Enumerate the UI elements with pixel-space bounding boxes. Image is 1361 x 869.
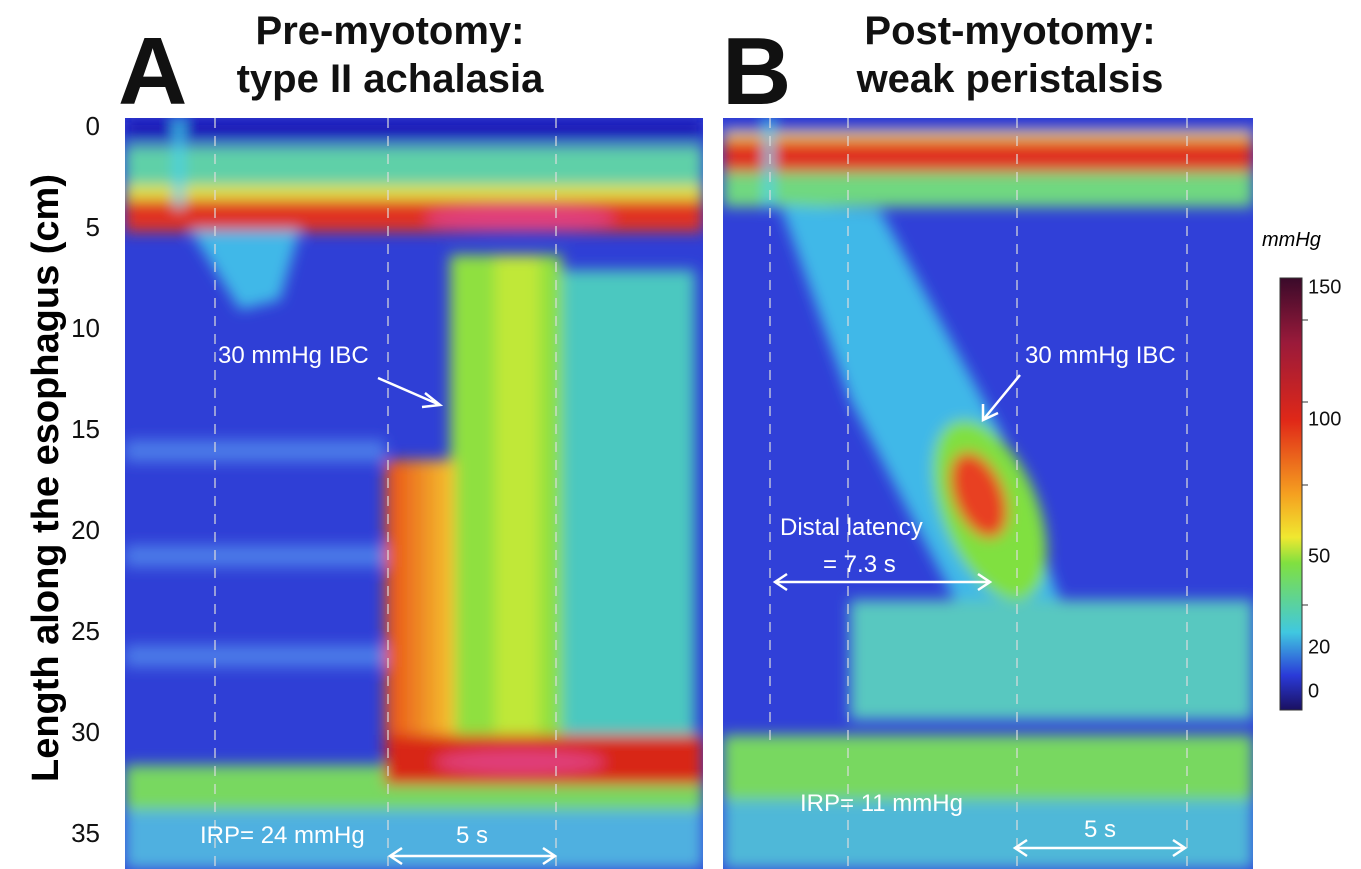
- y-tick-label: 35: [71, 818, 100, 848]
- y-ticks: 0 5 10 15 20 25 30 35: [71, 111, 100, 848]
- y-tick-label: 25: [71, 616, 100, 646]
- y-tick-label: 20: [71, 515, 100, 545]
- annotation: 30 mmHg IBC: [218, 342, 369, 369]
- annotation: Distal latency: [780, 514, 923, 541]
- y-tick-label: 30: [71, 717, 100, 747]
- scale-bar-label: 5 s: [456, 822, 488, 849]
- panel-title: Post-myotomy:: [864, 9, 1155, 53]
- panel-letter: B: [722, 18, 791, 125]
- annotation: IRP= 24 mmHg: [200, 822, 365, 849]
- colorbar: [1279, 277, 1303, 711]
- y-tick-label: 15: [71, 414, 100, 444]
- scale-bar: [387, 846, 558, 866]
- heatmap-b: [723, 118, 1253, 869]
- heatmap-a: [125, 118, 703, 869]
- colorbar-tick-label: 50: [1308, 545, 1330, 567]
- colorbar-unit: mmHg: [1262, 229, 1321, 251]
- arrow: [772, 572, 993, 592]
- colorbar-tick-label: 0: [1308, 680, 1319, 702]
- colorbar-ticks: 150 100 50 20 0: [1302, 276, 1341, 702]
- panel-title: Pre-myotomy:: [256, 9, 525, 53]
- arrow: [981, 374, 1021, 422]
- y-tick-label: 0: [86, 111, 100, 141]
- y-tick-label: 10: [71, 313, 100, 343]
- colorbar-tick-label: 100: [1308, 408, 1341, 430]
- scale-bar-label: 5 s: [1084, 816, 1116, 843]
- panel-letter: A: [118, 18, 187, 125]
- colorbar-tick-label: 150: [1308, 276, 1341, 298]
- y-tick-label: 5: [86, 212, 100, 242]
- annotation: IRP= 11 mmHg: [800, 790, 963, 817]
- arrow: [377, 376, 444, 409]
- scale-bar: [1012, 838, 1188, 858]
- panel-title: weak peristalsis: [856, 57, 1164, 101]
- panel-title: type II achalasia: [237, 57, 545, 101]
- annotation: = 7.3 s: [823, 551, 896, 578]
- colorbar-tick-label: 20: [1308, 636, 1330, 658]
- annotation: 30 mmHg IBC: [1025, 342, 1176, 369]
- y-axis-label: Length along the esophagus (cm): [25, 174, 67, 782]
